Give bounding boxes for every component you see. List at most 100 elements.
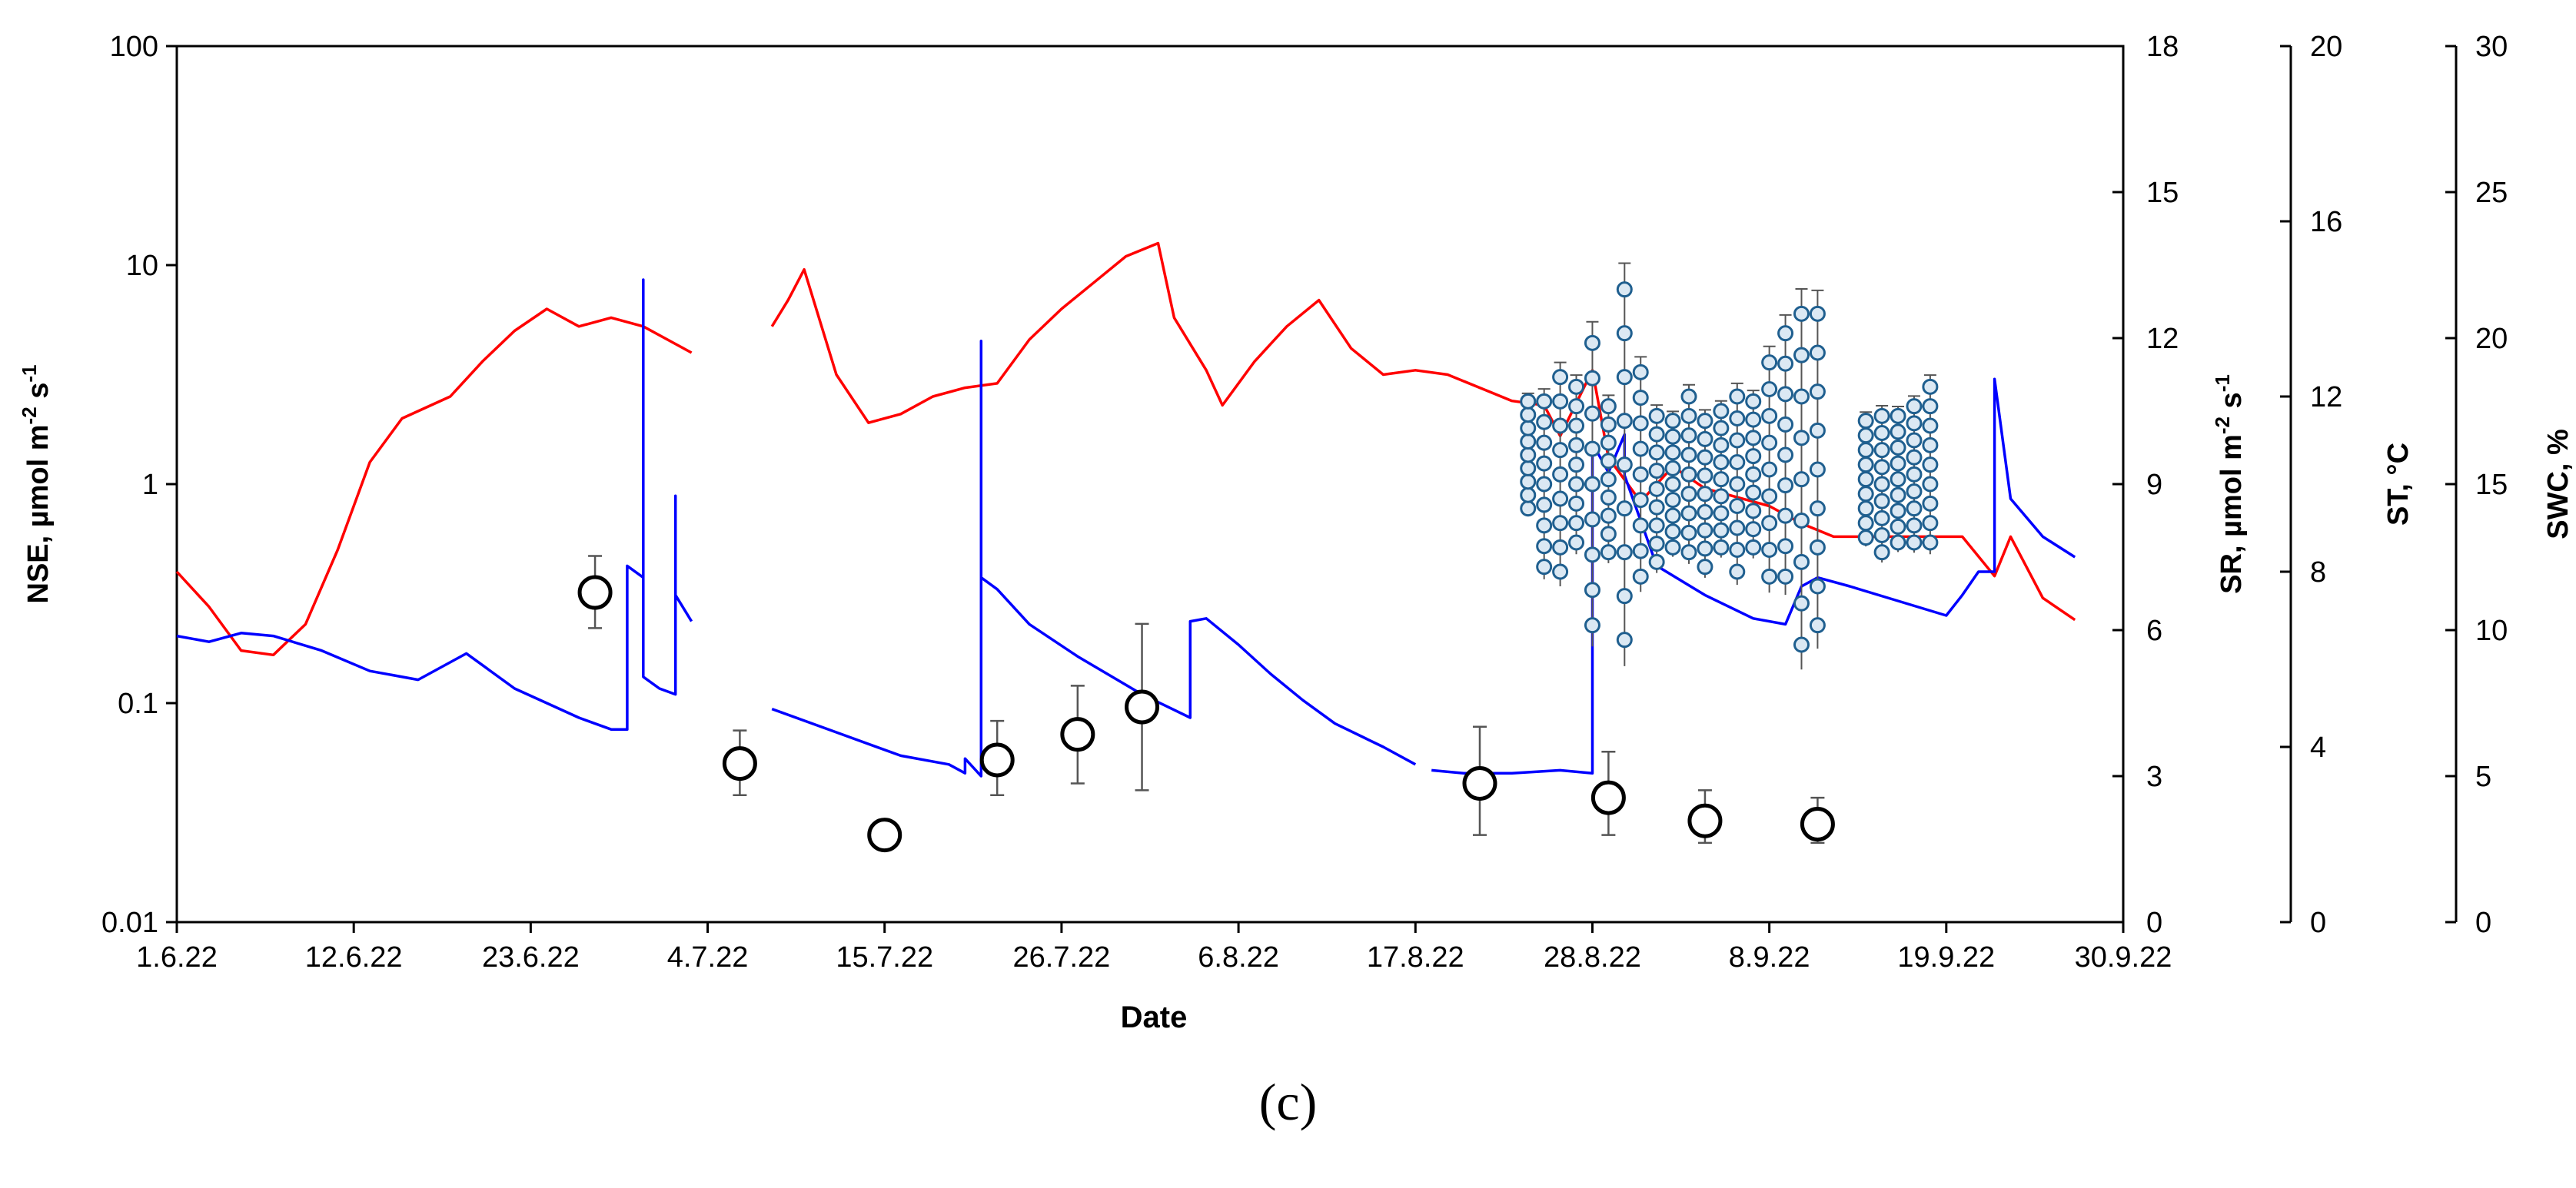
sr-point — [1697, 503, 1713, 520]
nse-point — [1125, 689, 1160, 725]
sr-point — [1552, 515, 1569, 532]
sr-point — [1906, 517, 1923, 534]
sr-point — [1697, 430, 1713, 447]
sr-point — [1584, 334, 1600, 351]
sr-point — [1568, 417, 1585, 434]
sr-point — [1793, 471, 1810, 488]
sr-point — [1680, 407, 1697, 424]
sr-point — [1906, 415, 1923, 432]
sr-point — [1793, 388, 1810, 405]
sr-point — [1680, 486, 1697, 503]
sr-point — [1906, 500, 1923, 517]
sr-point — [1520, 433, 1537, 450]
sr-point — [1873, 544, 1890, 561]
sr-point — [1745, 466, 1762, 483]
sr-point — [1809, 305, 1826, 322]
sr-point — [1890, 455, 1906, 472]
sr-point — [1809, 539, 1826, 556]
sr-point — [1873, 425, 1890, 441]
nse-point — [1060, 717, 1095, 752]
swc-axis-label: SWC, % — [2542, 429, 2574, 539]
sr-point — [1729, 563, 1746, 580]
sr-point — [1600, 526, 1617, 543]
sr-point — [1648, 553, 1665, 570]
sr-axis-label: SR, µmol m-2 s-1 — [2211, 374, 2248, 594]
nse-tick-label: 1 — [142, 469, 158, 501]
sr-point — [1697, 449, 1713, 466]
sr-point — [1584, 546, 1600, 563]
nse-point — [722, 746, 757, 781]
sr-point — [1600, 453, 1617, 470]
sr-point — [1552, 393, 1569, 410]
nse-axis-label-part: -1 — [18, 365, 41, 383]
sr-point — [1648, 536, 1665, 553]
swc-line — [1431, 377, 2076, 775]
sr-point — [1713, 471, 1730, 488]
sr-point — [1600, 471, 1617, 488]
sr-point — [1680, 466, 1697, 483]
x-tick-label: 17.8.22 — [1367, 941, 1464, 974]
sr-point — [1664, 444, 1681, 461]
swc-axis-tick-label: 0 — [2475, 907, 2491, 939]
swc-axis-tick-label: 20 — [2475, 323, 2508, 355]
nse-axis-label-part: NSE, µmol m — [22, 424, 55, 603]
sr-point — [1745, 503, 1762, 519]
sr-point — [1857, 456, 1874, 473]
sr-point — [1616, 281, 1633, 298]
sr-point — [1922, 436, 1939, 453]
sr-point — [1890, 518, 1906, 535]
sr-point — [1729, 542, 1746, 558]
sr-point — [1536, 434, 1553, 451]
sr-point — [1873, 493, 1890, 509]
sr-point — [1552, 466, 1569, 483]
sr-point — [1664, 476, 1681, 493]
sr-axis-label-part: -2 — [2211, 416, 2234, 434]
sr-point — [1680, 388, 1697, 405]
nse-point — [577, 575, 613, 610]
sr-point — [1584, 405, 1600, 422]
sr-point — [1729, 519, 1746, 536]
sr-point — [1922, 515, 1939, 532]
nse-axis-label-part: s — [22, 383, 55, 407]
sr-axis-tick-label: 6 — [2146, 615, 2162, 647]
sr-point — [1745, 539, 1762, 556]
sr-axis-tick-label: 12 — [2146, 323, 2179, 355]
sr-point — [1729, 410, 1746, 426]
sr-point — [1793, 430, 1810, 446]
sr-point — [1697, 522, 1713, 539]
sr-point — [1697, 467, 1713, 484]
sr-point — [1922, 456, 1939, 473]
x-tick-label: 19.9.22 — [1897, 941, 1995, 974]
sr-point — [1745, 448, 1762, 465]
sr-point — [1906, 449, 1923, 466]
sr-axis-label-part: s — [2215, 392, 2248, 416]
sr-point — [1648, 407, 1665, 424]
sr-point — [1761, 461, 1778, 478]
sr-point — [1873, 459, 1890, 476]
sr-point — [1632, 363, 1649, 380]
swc-axis-tick-label: 5 — [2475, 761, 2491, 793]
sr-point — [1648, 444, 1665, 461]
nse-point — [1800, 807, 1835, 842]
st-axis-tick-label: 0 — [2310, 907, 2326, 939]
st-line — [770, 241, 2076, 622]
sr-point — [1584, 582, 1600, 599]
sr-point — [1664, 507, 1681, 524]
sr-point — [1664, 492, 1681, 509]
sr-point — [1793, 636, 1810, 653]
sr-point — [1745, 411, 1762, 428]
sr-point — [1922, 476, 1939, 493]
sr-point — [1809, 461, 1826, 478]
sr-point — [1761, 434, 1778, 451]
st-axis-tick-label: 16 — [2310, 206, 2342, 238]
sr-point — [1873, 527, 1890, 543]
sr-point — [1584, 511, 1600, 528]
sr-point — [1680, 427, 1697, 444]
sr-axis-tick-label: 0 — [2146, 907, 2162, 939]
sr-point — [1536, 538, 1553, 555]
swc-axis-tick-label: 15 — [2475, 469, 2508, 501]
sr-point — [1616, 544, 1633, 561]
sr-point — [1857, 427, 1874, 444]
sr-point — [1616, 456, 1633, 473]
sr-point — [1906, 398, 1923, 415]
